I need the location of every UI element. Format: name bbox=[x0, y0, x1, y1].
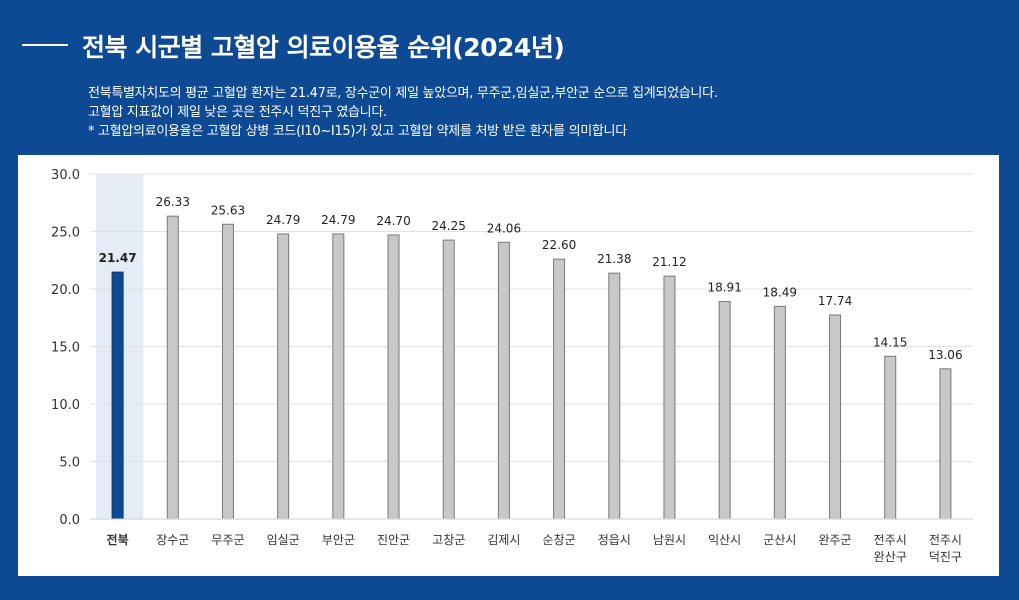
chart-panel: 0.0 5.0 10.0 15.0 20.0 25.0 30.0 21.47 전북 26.33 장수… bbox=[18, 155, 999, 576]
x-tick-label: 장수군 bbox=[156, 533, 189, 547]
data-label: 26.33 bbox=[156, 195, 190, 209]
x-tick-label: 정읍시 bbox=[598, 533, 631, 547]
bar bbox=[277, 233, 290, 520]
x-tick-label: 임실군 bbox=[267, 533, 300, 547]
data-label: 24.06 bbox=[487, 221, 521, 235]
bar bbox=[553, 258, 566, 520]
x-tick-label: 부안군 bbox=[322, 533, 355, 547]
title-decoration-line bbox=[22, 44, 68, 46]
description: 전북특별자치도의 평균 고혈압 환자는 21.47로, 장수군이 제일 높았으며… bbox=[88, 84, 718, 141]
bar bbox=[939, 368, 952, 520]
bar bbox=[387, 234, 400, 520]
data-label: 21.47 bbox=[99, 251, 137, 265]
data-label: 18.91 bbox=[707, 281, 741, 295]
bar bbox=[166, 215, 179, 520]
x-tick-label: 진안군 bbox=[377, 533, 410, 547]
x-tick-label: 덕진구 bbox=[929, 550, 962, 564]
bar bbox=[773, 305, 786, 520]
x-tick-label: 김제시 bbox=[487, 533, 520, 547]
data-label: 25.63 bbox=[211, 203, 245, 217]
y-tick-label: 15.0 bbox=[51, 341, 80, 356]
data-label: 24.79 bbox=[266, 213, 300, 227]
data-label: 21.12 bbox=[652, 255, 686, 269]
y-tick-label: 10.0 bbox=[51, 398, 80, 413]
bar bbox=[221, 223, 234, 520]
x-tick-label: 완주군 bbox=[818, 533, 851, 547]
data-label: 17.74 bbox=[818, 294, 852, 308]
data-label: 24.79 bbox=[321, 213, 355, 227]
data-label: 14.15 bbox=[873, 335, 907, 349]
y-tick-label: 20.0 bbox=[51, 283, 80, 298]
bar bbox=[884, 355, 897, 520]
x-tick-label: 순창군 bbox=[543, 533, 576, 547]
bar bbox=[442, 239, 455, 520]
bar-chart: 0.0 5.0 10.0 15.0 20.0 25.0 30.0 21.47 전북 26.33 장수… bbox=[51, 168, 973, 564]
bar bbox=[332, 233, 345, 520]
data-label: 22.60 bbox=[542, 238, 576, 252]
data-label: 13.06 bbox=[928, 348, 962, 362]
y-tick-label: 25.0 bbox=[51, 226, 80, 241]
x-tick-label: 익산시 bbox=[708, 533, 741, 547]
bar bbox=[663, 275, 676, 520]
x-tick-label: 전북 bbox=[107, 532, 129, 547]
x-tick-label: 고창군 bbox=[432, 533, 465, 547]
data-label: 24.25 bbox=[432, 219, 466, 233]
data-label: 21.38 bbox=[597, 252, 631, 266]
data-label: 18.49 bbox=[763, 285, 797, 299]
bar bbox=[829, 314, 842, 520]
y-tick-label: 5.0 bbox=[59, 456, 80, 471]
data-label: 24.70 bbox=[376, 214, 410, 228]
description-line-2: 고혈압 지표값이 제일 낮은 곳은 전주시 덕진구 였습니다. bbox=[88, 105, 387, 120]
x-tick-label: 전주시 bbox=[874, 533, 907, 547]
bar bbox=[497, 241, 510, 520]
x-tick-label: 군산시 bbox=[763, 533, 796, 547]
description-line-1: 전북특별자치도의 평균 고혈압 환자는 21.47로, 장수군이 제일 높았으며… bbox=[88, 86, 718, 101]
bar bbox=[718, 301, 731, 520]
page-title: 전북 시군별 고혈압 의료이용율 순위(2024년) bbox=[82, 33, 565, 62]
y-tick-label: 30.0 bbox=[51, 168, 80, 183]
description-footnote: * 고혈압의료이용율은 고혈압 상병 코드(I10~I15)가 있고 고혈압 약… bbox=[88, 124, 627, 139]
x-tick-label: 완산구 bbox=[874, 550, 907, 564]
bar bbox=[111, 271, 124, 520]
x-tick-label: 전주시 bbox=[929, 533, 962, 547]
bar bbox=[608, 272, 621, 520]
y-tick-label: 0.0 bbox=[59, 513, 80, 528]
x-tick-label: 남원시 bbox=[653, 533, 686, 547]
x-tick-label: 무주군 bbox=[211, 533, 244, 547]
